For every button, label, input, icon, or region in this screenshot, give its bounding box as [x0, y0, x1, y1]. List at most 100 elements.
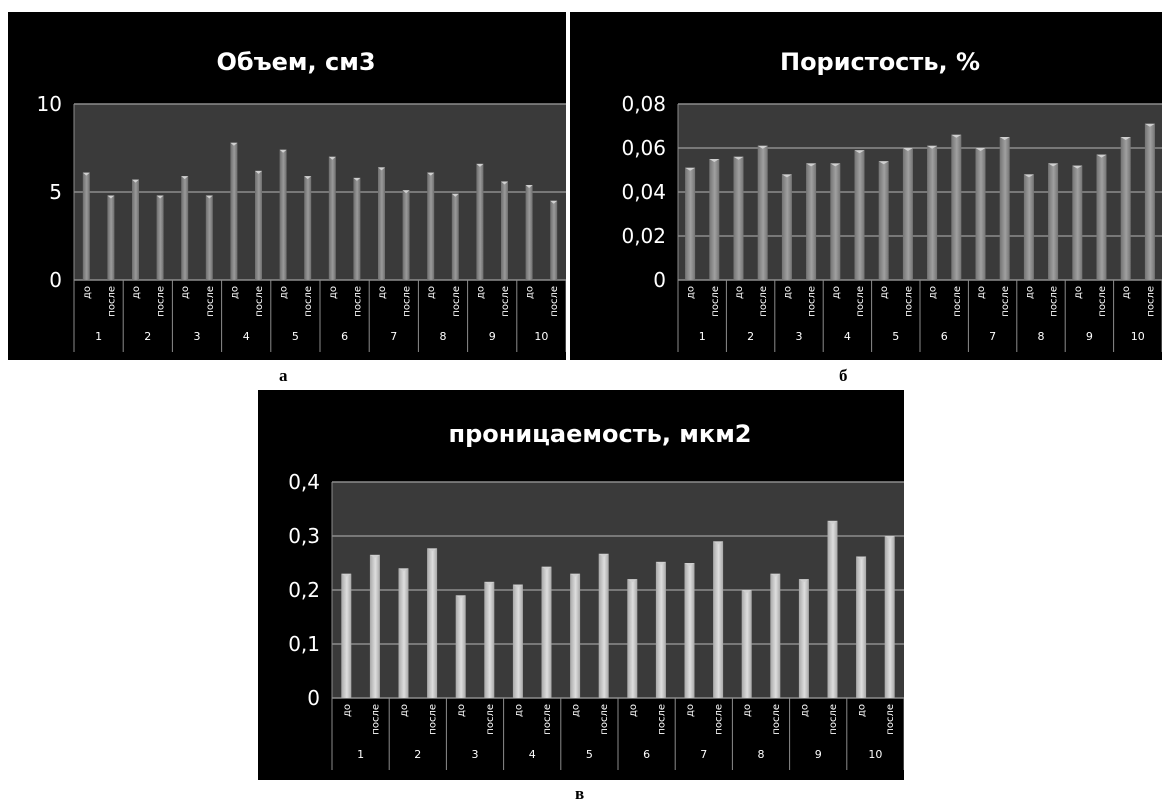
x-sub-label: до	[685, 704, 696, 717]
bar-top	[878, 161, 889, 165]
bar	[713, 541, 724, 698]
x-group-label: 4	[844, 330, 851, 343]
bar	[156, 195, 164, 280]
x-sub-label: до	[377, 286, 388, 299]
bar	[798, 579, 809, 698]
bar-top	[304, 176, 312, 180]
bar-top	[798, 579, 809, 583]
bar-top	[1023, 174, 1034, 178]
permeability-chart-svg: проницаемость, мкм2 0 0,1 0,2 0,3 0,4 до после д…	[288, 420, 904, 770]
y-tick-label: 0,1	[288, 632, 320, 656]
y-tick-label: 0,06	[621, 136, 666, 160]
bar	[550, 200, 558, 280]
bar-top	[999, 137, 1010, 140]
bar	[781, 174, 792, 280]
bar-top	[1048, 163, 1059, 167]
x-sub-label: после	[254, 286, 265, 317]
bar-top	[107, 195, 115, 199]
bar	[82, 172, 90, 280]
x-sub-label: после	[855, 286, 866, 317]
x-sub-label: после	[599, 704, 610, 735]
x-group-label: 5	[586, 748, 593, 761]
bar-top	[353, 177, 361, 181]
bar	[427, 172, 435, 280]
x-group-label: 3	[194, 330, 201, 343]
x-sub-label: после	[451, 286, 462, 317]
bar-top	[378, 167, 385, 171]
x-sub-label: после	[885, 704, 896, 735]
x-sub-label: до	[131, 286, 142, 299]
x-group-label: 10	[1131, 330, 1145, 343]
bar	[1048, 163, 1059, 280]
x-group-label: 5	[292, 330, 299, 343]
bar	[927, 145, 938, 280]
bar-top	[82, 172, 90, 176]
x-sub-label: после	[485, 704, 496, 735]
bar-top	[713, 541, 724, 545]
bar	[304, 176, 312, 280]
x-sub-label: после	[828, 704, 839, 735]
x-group-label: 1	[699, 330, 706, 343]
bar-top	[455, 595, 466, 599]
x-sub-label: после	[903, 286, 914, 317]
bar-top	[927, 145, 938, 149]
bar-top	[598, 553, 609, 557]
bar	[741, 590, 752, 698]
x-group-label: 4	[243, 330, 250, 343]
x-group-label: 5	[892, 330, 899, 343]
bar-top	[684, 563, 695, 566]
bar-top	[884, 536, 895, 539]
x-group-label: 1	[357, 748, 364, 761]
chart-panel-permeability: проницаемость, мкм2 0 0,1 0,2 0,3 0,4 до после д…	[258, 390, 904, 780]
bar	[205, 195, 213, 280]
bar	[427, 548, 438, 698]
bar-top	[757, 145, 768, 149]
y-tick-label: 0,08	[621, 92, 666, 116]
bar-top	[205, 195, 213, 199]
bar-top	[255, 170, 262, 174]
bar	[770, 573, 781, 698]
bar	[451, 193, 459, 280]
bar	[627, 579, 638, 698]
y-tick-label: 0,02	[621, 224, 666, 248]
caption-a: а	[279, 366, 288, 385]
bar-top	[341, 573, 352, 577]
x-sub-label: после	[807, 286, 818, 317]
bar	[884, 536, 895, 698]
bar	[484, 581, 495, 698]
bar-top	[484, 581, 495, 585]
x-sub-label: до	[571, 704, 582, 717]
x-sub-label: после	[542, 704, 553, 735]
x-sub-label: после	[106, 286, 117, 317]
bar	[684, 563, 695, 698]
bar-top	[541, 566, 552, 570]
bar-top	[685, 167, 696, 171]
chart-title: Пористость, %	[780, 48, 980, 76]
bar	[655, 561, 666, 698]
bar-top	[975, 148, 986, 151]
y-tick-label: 0	[307, 686, 320, 710]
chart-title: проницаемость, мкм2	[448, 420, 751, 448]
x-sub-label: после	[549, 286, 560, 317]
bar	[1096, 154, 1107, 280]
bar-top	[655, 561, 666, 565]
caption-b: б	[839, 366, 848, 385]
x-sub-label: до	[928, 286, 939, 299]
bar	[455, 595, 466, 698]
bar-top	[770, 573, 781, 577]
x-group-label: 9	[1086, 330, 1093, 343]
bar	[856, 556, 867, 698]
bar-top	[501, 181, 508, 185]
bar-top	[132, 179, 139, 183]
x-group-label: 8	[440, 330, 447, 343]
x-sub-label: до	[1121, 286, 1132, 299]
bar-top	[1096, 154, 1107, 158]
bar	[476, 163, 484, 280]
y-tick-label: 0,2	[288, 578, 320, 602]
x-sub-label: до	[782, 286, 793, 299]
bar-top	[733, 156, 744, 160]
bar-top	[827, 520, 838, 524]
x-sub-label: после	[205, 286, 216, 317]
caption-c: в	[575, 784, 585, 803]
